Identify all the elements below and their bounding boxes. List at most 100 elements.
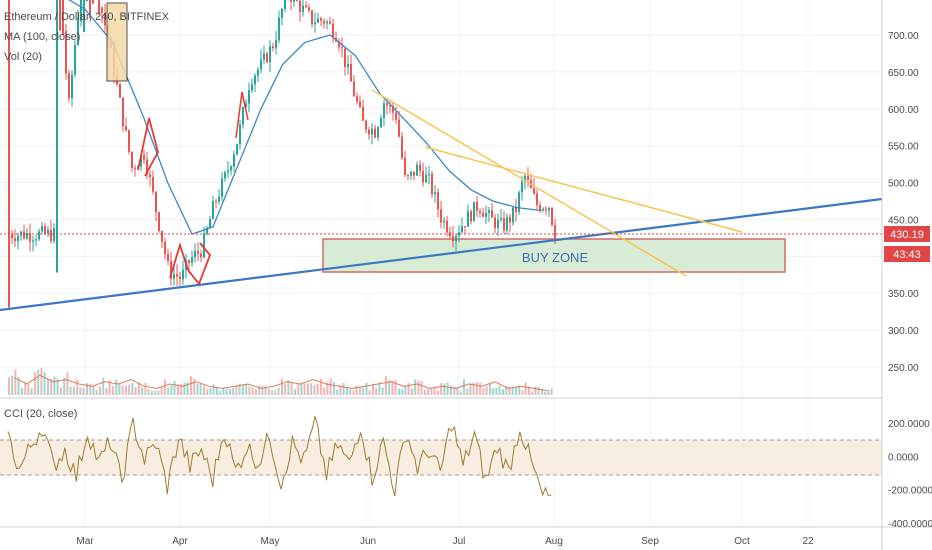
- volume-bar: [528, 386, 530, 395]
- candle-body: [344, 48, 346, 68]
- volume-bar: [115, 379, 118, 395]
- volume-bar: [388, 380, 391, 395]
- volume-bar: [154, 391, 157, 395]
- candle-body: [401, 136, 403, 158]
- candle-body: [44, 226, 46, 234]
- volume-bar: [463, 379, 465, 395]
- price-tick-label: 500.00: [888, 179, 919, 190]
- candle-body: [359, 101, 361, 107]
- volume-bar: [177, 384, 179, 395]
- candle-body: [458, 232, 460, 236]
- candle-body: [542, 208, 544, 211]
- candle-body: [476, 201, 478, 211]
- price-tick-label: 550.00: [888, 142, 919, 153]
- volume-bar: [333, 381, 335, 395]
- volume-bars: [8, 367, 553, 395]
- candle-body: [146, 159, 148, 175]
- volume-bar: [427, 388, 430, 395]
- trendline-blue[interactable]: [0, 197, 883, 312]
- candle-body: [296, 0, 298, 1]
- volume-bar: [443, 383, 446, 395]
- volume-bar: [476, 382, 478, 395]
- candle-body: [347, 64, 349, 68]
- candle-body: [119, 84, 121, 98]
- volume-bar: [550, 388, 553, 395]
- volume-bar: [492, 388, 495, 395]
- candle-body: [410, 171, 412, 176]
- cci-legend[interactable]: CCI (20, close): [4, 408, 77, 420]
- volume-bar: [24, 383, 27, 395]
- volume-bar: [323, 387, 326, 395]
- candle-body: [416, 164, 418, 176]
- candle-body: [23, 231, 25, 239]
- candle-body: [428, 174, 430, 176]
- volume-bar: [50, 378, 53, 395]
- volume-bar: [316, 384, 319, 395]
- candle-body: [206, 227, 208, 234]
- pattern-zigzag-2: [169, 241, 212, 286]
- volume-bar: [30, 388, 33, 395]
- candle-body: [131, 151, 133, 168]
- candle-body: [128, 130, 130, 152]
- volume-bar: [66, 372, 69, 395]
- ma-legend[interactable]: MA (100, close): [4, 31, 80, 43]
- volume-bar: [407, 382, 410, 395]
- candle-body: [161, 230, 163, 242]
- trendline-yellow-1[interactable]: [371, 89, 687, 277]
- volume-bar: [206, 389, 209, 395]
- candle-body: [254, 75, 256, 85]
- candle-body: [326, 21, 328, 24]
- volume-bar: [268, 389, 270, 395]
- symbol-legend[interactable]: Ethereum / Dollar, 240, BITFINEX: [4, 11, 170, 23]
- volume-bar: [502, 389, 504, 395]
- buy-zone-box[interactable]: [322, 238, 786, 273]
- candle-body: [26, 233, 28, 239]
- price-tick-label: 700.00: [888, 31, 919, 42]
- candle-body: [221, 178, 223, 197]
- candle-body: [155, 191, 157, 213]
- volume-bar: [424, 390, 426, 395]
- volume-bar: [219, 390, 222, 395]
- candle-body: [191, 257, 193, 264]
- candle-body: [218, 196, 220, 202]
- candle-body: [71, 74, 73, 99]
- candle-body: [545, 208, 547, 211]
- volume-legend[interactable]: Vol (20): [4, 51, 42, 63]
- volume-bar: [313, 385, 316, 395]
- candle-body: [260, 59, 262, 70]
- volume-bar: [346, 386, 348, 395]
- candle-body: [86, 0, 88, 2]
- volume-bar: [76, 379, 79, 395]
- candle-body: [473, 201, 475, 222]
- candle-body: [365, 120, 367, 130]
- volume-bar: [385, 376, 387, 395]
- volume-bar: [216, 386, 218, 395]
- volume-bar: [53, 376, 56, 395]
- candle-body: [383, 103, 385, 118]
- cci-tick-label: 200.0000: [888, 419, 930, 430]
- cci-line: [7, 416, 552, 497]
- candle-body: [98, 0, 100, 15]
- price-tick-label: 650.00: [888, 68, 919, 79]
- volume-bar: [235, 385, 238, 395]
- candle-body: [491, 210, 493, 218]
- candle-body: [125, 126, 127, 131]
- candle-body: [209, 218, 211, 228]
- highlight-box: [106, 2, 128, 82]
- cci-tick-label: -400.0000: [888, 519, 932, 530]
- candle-body: [173, 274, 175, 279]
- candle-body: [77, 17, 79, 45]
- volume-bar: [105, 388, 108, 395]
- candle-body: [38, 231, 40, 240]
- last-price-tag: 430.19: [890, 229, 924, 241]
- volume-bar: [34, 372, 36, 395]
- candle-body: [497, 219, 499, 229]
- volume-bar: [349, 389, 352, 395]
- volume-bar: [466, 388, 469, 395]
- volume-bar: [433, 386, 436, 395]
- volume-bar: [398, 388, 400, 395]
- time-tick-label: Sep: [641, 536, 659, 547]
- trendline-yellow-2[interactable]: [424, 146, 743, 233]
- volume-bar: [482, 388, 485, 395]
- candle-body: [17, 235, 19, 242]
